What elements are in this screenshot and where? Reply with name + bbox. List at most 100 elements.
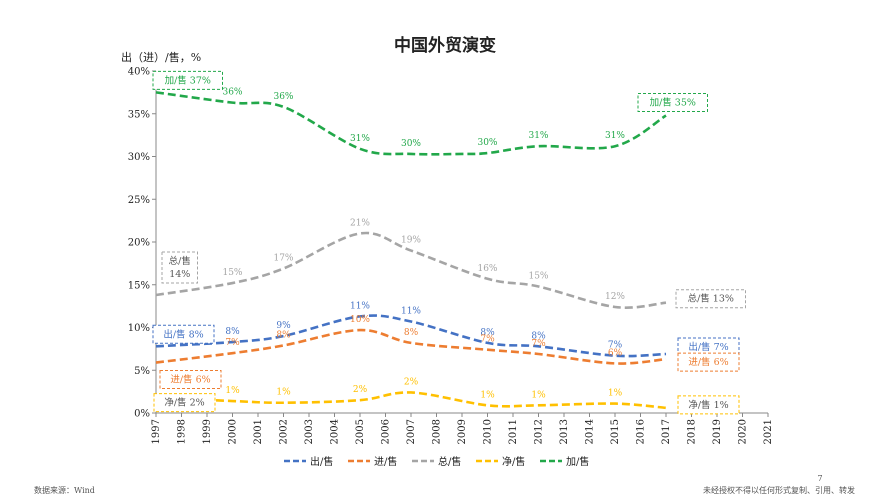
- legend-label-export: 出/售: [310, 455, 333, 468]
- x-tick-label: 2018: [687, 419, 698, 444]
- y-tick-label: 40%: [128, 67, 150, 78]
- y-tick-label: 30%: [128, 152, 150, 163]
- data-label-export: 11%: [401, 307, 421, 317]
- data-label-net: 1%: [276, 388, 291, 398]
- x-tick-label: 2007: [406, 419, 417, 444]
- disclaimer-note: 未经授权不得以任何形式复制、引用、转发: [703, 485, 855, 495]
- annotation-text-processing: 加/售 35%: [650, 96, 696, 108]
- x-tick-label: 2003: [304, 419, 315, 444]
- annotation-box-processing: [637, 92, 708, 112]
- x-tick-label: 2005: [355, 419, 366, 444]
- x-tick-label: 1998: [177, 419, 188, 444]
- series-line-processing: [155, 91, 667, 156]
- data-label-total: 17%: [273, 254, 293, 264]
- data-label-net: 1%: [531, 390, 546, 400]
- data-label-import: 6%: [608, 348, 623, 358]
- legend-label-total: 总/售: [438, 455, 461, 468]
- x-tick-label: 2009: [457, 419, 468, 444]
- x-tick-label: 1997: [151, 419, 162, 444]
- y-tick-label: 15%: [128, 280, 150, 291]
- data-label-export: 8%: [531, 331, 546, 341]
- y-tick-label: 0%: [134, 409, 150, 420]
- legend-label-net: 净/售: [502, 455, 525, 468]
- data-label-total: 19%: [401, 236, 421, 246]
- data-label-import: 7%: [480, 335, 495, 345]
- x-tick-label: 2000: [228, 419, 239, 444]
- x-tick-label: 2012: [534, 419, 545, 444]
- x-tick-label: 1999: [202, 419, 213, 444]
- annotation-text-total: 总/售: [169, 255, 191, 267]
- data-label-import: 7%: [225, 338, 240, 348]
- y-axis-label: 出（进）/售，%: [121, 50, 201, 64]
- data-label-processing: 31%: [528, 131, 548, 141]
- data-label-processing: 36%: [222, 88, 242, 98]
- data-label-processing: 36%: [273, 92, 293, 102]
- annotation-box-export: [152, 324, 215, 344]
- data-label-net: 2%: [404, 377, 419, 387]
- x-tick-label: 2017: [661, 419, 672, 444]
- annotation-text-net: 净/售 2%: [164, 397, 204, 409]
- annotation-box-net: [153, 393, 216, 413]
- data-label-export: 7%: [608, 341, 623, 351]
- data-label-import: 8%: [276, 330, 291, 340]
- annotation-box-import: [159, 370, 222, 390]
- y-tick-label: 20%: [128, 238, 150, 249]
- series-line-import: [155, 328, 667, 365]
- annotation-text-processing: 加/售 37%: [165, 74, 211, 86]
- annotation-text-export: 出/售 7%: [688, 341, 728, 353]
- data-label-processing: 31%: [605, 131, 625, 141]
- x-tick-label: 2008: [432, 419, 443, 444]
- annotation-box-net: [677, 395, 740, 415]
- annotation-text-import: 进/售 6%: [688, 356, 728, 368]
- data-label-total: 16%: [477, 264, 497, 274]
- legend: 出/售 进/售 总/售 净/售 加/售: [284, 455, 589, 468]
- x-tick-label: 2006: [381, 419, 392, 444]
- x-tick-label: 2019: [712, 419, 723, 444]
- x-tick-label: 2011: [508, 419, 519, 444]
- data-labels: 8%9%11%11%8% 8%7%7%8%10%8%7% 7%6%15%17%21%…: [222, 88, 625, 401]
- x-tick-label: 2016: [636, 419, 647, 444]
- data-label-net: 1%: [225, 386, 240, 396]
- x-tick-label: 2014: [585, 419, 596, 444]
- annotation-box-import: [677, 352, 740, 372]
- x-tick-label: 2004: [330, 419, 341, 444]
- series-lines: [155, 91, 667, 410]
- x-tick-label: 2013: [559, 419, 570, 444]
- annotation-text-import: 进/售 6%: [170, 374, 210, 386]
- x-tick-label: 2015: [610, 419, 621, 444]
- source-note: 数据来源：Wind: [34, 485, 95, 495]
- legend-label-import: 进/售: [374, 455, 397, 468]
- series-line-export: [155, 314, 667, 358]
- y-tick-label: 10%: [128, 323, 150, 334]
- page-number: 7: [817, 474, 822, 483]
- annotation-text-total: 总/售 13%: [688, 293, 734, 305]
- data-label-processing: 30%: [401, 139, 421, 149]
- y-tick-label: 5%: [134, 366, 150, 377]
- x-tick-label: 2002: [279, 419, 290, 444]
- data-label-total: 21%: [350, 218, 370, 228]
- chart-title: 中国外贸演变: [394, 35, 496, 56]
- x-tick-label: 2001: [253, 419, 264, 444]
- x-tick-label: 2020: [738, 419, 749, 444]
- data-label-total: 15%: [528, 271, 548, 281]
- axes: 0% 5% 10% 15% 20% 25% 30% 35% 40% 1997 1998 1999 200…: [128, 67, 774, 445]
- data-label-net: 2%: [353, 385, 368, 395]
- y-tick-label: 25%: [128, 195, 150, 206]
- data-label-export: 8%: [480, 328, 495, 338]
- data-label-export: 11%: [350, 301, 370, 311]
- annotation-box-total: [675, 289, 746, 309]
- data-label-net: 1%: [608, 389, 623, 399]
- data-label-import: 8%: [404, 328, 419, 338]
- y-tick-label: 35%: [128, 109, 150, 120]
- x-tick-label: 2010: [483, 419, 494, 444]
- data-label-export: 9%: [276, 321, 291, 331]
- x-tick-label: 2021: [763, 419, 774, 444]
- legend-label-processing: 加/售: [566, 455, 589, 468]
- data-label-import: 7%: [531, 339, 546, 349]
- data-label-total: 15%: [222, 268, 242, 278]
- annotation-box-processing: [152, 70, 223, 90]
- data-label-export: 8%: [225, 327, 240, 337]
- series-line-total: [155, 231, 667, 309]
- annotation-box-total: [161, 251, 198, 284]
- data-label-processing: 31%: [350, 134, 370, 144]
